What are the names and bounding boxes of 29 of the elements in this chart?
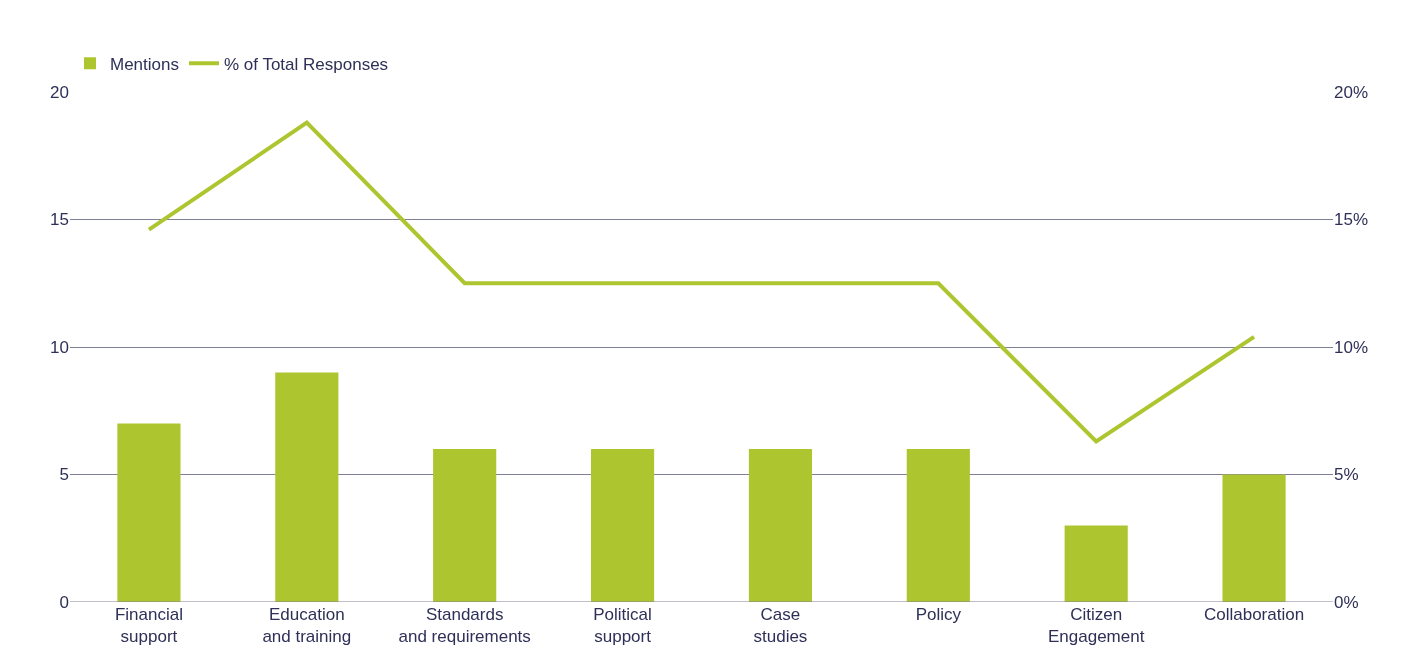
y-tick-label: 0: [59, 592, 69, 612]
y2-tick-label: 10%: [1334, 337, 1369, 357]
bar: [275, 372, 339, 602]
y2-tick-label: 5%: [1334, 465, 1359, 485]
x-tick-label: Education and training: [262, 605, 352, 647]
bar: [906, 449, 970, 602]
bar: [590, 449, 655, 602]
y-tick-label: 10: [50, 337, 69, 357]
bar: [1222, 474, 1286, 602]
x-tick-label: Collaboration: [1203, 605, 1305, 624]
y2-tick-label: 0%: [1334, 592, 1359, 612]
x-tick-label: Financial support: [114, 605, 183, 647]
bar: [433, 449, 497, 602]
x-tick-label: Political support: [593, 605, 652, 647]
y2-tick-label: 15%: [1334, 210, 1369, 230]
line-series: [146, 120, 1257, 444]
bar: [117, 423, 181, 602]
legend-label: Mentions: [110, 54, 179, 74]
y-tick-label: 20: [50, 82, 69, 102]
y-tick-label: 5: [59, 465, 69, 485]
bar: [1064, 525, 1128, 602]
y2-tick-label: 20%: [1334, 82, 1369, 102]
x-tick-label: Case studies: [753, 605, 808, 647]
x-tick-label: Policy: [915, 605, 962, 624]
legend-label: % of Total Responses: [223, 54, 389, 74]
bar: [748, 449, 813, 602]
x-tick-label: Citizen Engagement: [1047, 605, 1145, 647]
y-tick-label: 15: [50, 210, 69, 230]
x-tick-label: Standards and requirements: [398, 605, 531, 647]
